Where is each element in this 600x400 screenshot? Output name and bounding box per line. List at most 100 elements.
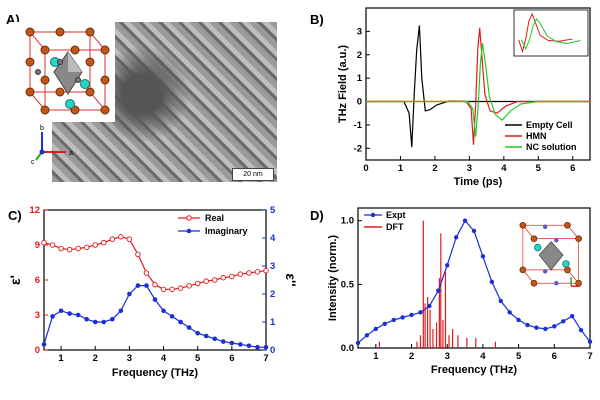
- real-point: [118, 234, 124, 240]
- expt-point: [391, 317, 396, 323]
- imaginary-point: [67, 311, 72, 316]
- imaginary-point: [84, 316, 89, 322]
- axes-indicator: b c a: [31, 125, 73, 166]
- legend-marker-real: [186, 215, 192, 221]
- y-right-tick-label: 2: [270, 289, 275, 300]
- x-tick-label: 2: [93, 353, 98, 364]
- expt-point: [373, 326, 379, 332]
- thz-field-chart: 0 1 2 3 4 5 6 -2 -1 0 1 2 3 Time (ps) THz Field (a.u.)…: [337, 7, 591, 188]
- x-tick-label: 3: [445, 351, 450, 362]
- legend-label: HMN: [526, 131, 547, 141]
- x-tick-label: 6: [552, 351, 557, 362]
- x-tick-label: 4: [161, 353, 167, 364]
- x-tick-label: 5: [536, 163, 542, 174]
- x-tick-label: 7: [263, 353, 268, 364]
- imaginary-point: [203, 333, 209, 339]
- real-point: [186, 283, 192, 289]
- plot-frame: [365, 7, 591, 161]
- imaginary-point: [263, 344, 269, 350]
- y-axis-label: THz Field (a.u.): [337, 45, 349, 124]
- y-right-tick-label: 5: [270, 205, 276, 216]
- imaginary-point: [221, 339, 226, 344]
- x-tick-label: 4: [480, 351, 486, 362]
- expt-point: [552, 324, 557, 329]
- imaginary-point: [186, 325, 192, 330]
- expt-point: [436, 288, 441, 293]
- real-point: [41, 239, 47, 246]
- imaginary-point: [75, 312, 81, 318]
- real-point: [83, 244, 90, 251]
- expt-point: [587, 339, 593, 344]
- imaginary-point: [238, 342, 243, 347]
- expt-point: [507, 310, 512, 315]
- x-tick-label: 3: [127, 353, 132, 364]
- expt-point: [561, 319, 566, 324]
- imaginary-point: [229, 340, 235, 346]
- panel-c-label: C): [8, 208, 22, 223]
- y-axis-label: Intensity (norm.): [327, 235, 339, 322]
- x-tick-label: 2: [432, 163, 437, 174]
- y-left-axis-label: ε': [7, 275, 23, 285]
- series-line-nc-solution: [366, 43, 590, 137]
- y-tick-label: 1.0: [341, 216, 354, 227]
- axis-label-a: a: [69, 150, 73, 157]
- panel-d: D) 1 2 3 4 5 6 7 0.0 0.5 1.0 Frequency (THz) Intens…: [310, 207, 593, 376]
- y-right-tick-label: 0: [270, 345, 275, 356]
- expt-point: [462, 218, 468, 223]
- x-axis-label: Frequency (THz): [112, 367, 199, 379]
- expt-point: [578, 327, 584, 333]
- legend-label-imaginary: Imaginary: [205, 226, 248, 236]
- real-point: [254, 269, 261, 275]
- legend-label-real: Real: [205, 213, 224, 223]
- y-right-tick-label: 1: [270, 317, 276, 328]
- x-tick-label: 1: [58, 353, 64, 364]
- x-tick-label: 2: [409, 351, 414, 362]
- x-axis-label: Time (ps): [454, 176, 503, 188]
- expt-point: [453, 235, 459, 240]
- legend-label-dft: DFT: [386, 222, 404, 232]
- x-tick-label: 6: [229, 353, 234, 364]
- imaginary-point: [92, 319, 98, 325]
- imaginary-point: [178, 319, 183, 325]
- imaginary-point: [212, 336, 218, 342]
- expt-point: [445, 263, 450, 268]
- real-point: [101, 239, 107, 246]
- real-point: [237, 271, 244, 277]
- y-tick-label: 0.0: [341, 343, 354, 354]
- axis-label-b: b: [40, 125, 44, 132]
- expt-point: [480, 254, 486, 259]
- expt-point: [355, 340, 361, 346]
- real-point: [246, 270, 252, 276]
- x-tick-label: 4: [501, 163, 507, 174]
- real-point: [177, 285, 184, 291]
- imaginary-point: [169, 314, 175, 319]
- panel-d-label: D): [310, 208, 324, 223]
- imaginary-point: [255, 344, 260, 350]
- panel-b-label: B): [310, 12, 324, 27]
- x-tick-label: 5: [195, 353, 201, 364]
- expt-point: [418, 310, 423, 315]
- crystal-structure-inset: [10, 22, 115, 122]
- real-point: [263, 267, 269, 274]
- expt-point: [382, 321, 387, 327]
- real-point: [212, 277, 218, 283]
- x-tick-label: 0: [363, 163, 368, 174]
- expt-point: [400, 315, 405, 320]
- imaginary-point: [161, 308, 166, 314]
- real-point: [109, 236, 116, 242]
- expt-point: [489, 279, 495, 285]
- y-left-tick-label: 3: [35, 310, 40, 321]
- y-tick-label: -1: [354, 120, 363, 131]
- imaginary-point: [41, 342, 47, 347]
- imaginary-point: [135, 283, 141, 288]
- expt-point: [427, 303, 432, 309]
- legend-marker-imaginary: [186, 228, 192, 234]
- y-right-axis-label: ε'': [283, 273, 299, 286]
- x-tick-label: 1: [373, 351, 379, 362]
- imaginary-point: [144, 283, 149, 288]
- x-tick-label: 7: [587, 351, 592, 362]
- imaginary-point: [195, 330, 200, 336]
- real-point: [66, 246, 73, 253]
- series-line-real: [43, 236, 267, 290]
- expt-point: [516, 317, 521, 323]
